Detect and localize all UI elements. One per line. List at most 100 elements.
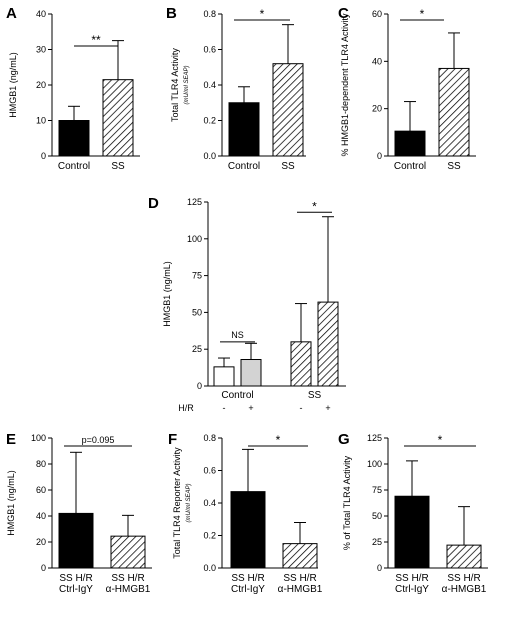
group-label: Control [221, 390, 253, 401]
y-tick-label: 20 [36, 537, 46, 547]
y-tick-label: 20 [372, 104, 382, 114]
y-axis-label: % HMGB1-dependent TLR4 Activity [340, 13, 350, 156]
panel-letter: G [338, 431, 350, 448]
bar [438, 67, 470, 157]
x-tick-label: Control [394, 161, 426, 172]
y-axis-label: HMGB1 (ng/mL) [8, 52, 18, 118]
y-tick-label: 0 [41, 563, 46, 573]
x-tick-label: SS H/R Ctrl-IgY [231, 573, 265, 595]
significance-label: p=0.095 [82, 435, 115, 445]
x-tick-label: Control [58, 161, 90, 172]
bar [282, 543, 318, 569]
bar [230, 491, 266, 569]
y-tick-label: 0.4 [203, 80, 216, 90]
y-tick-label: 50 [372, 511, 382, 521]
bar [394, 130, 426, 157]
bar [102, 79, 134, 157]
group-label: SS [308, 390, 322, 401]
y-tick-label: 0.0 [203, 563, 216, 573]
hr-sign: - [223, 403, 226, 413]
y-tick-label: 0.6 [203, 45, 216, 55]
y-tick-label: 30 [36, 45, 46, 55]
y-tick-label: 0.4 [203, 498, 216, 508]
y-axis-unit: (mU/ml SEAP) [186, 483, 192, 522]
y-tick-label: 75 [372, 485, 382, 495]
y-tick-label: 80 [36, 459, 46, 469]
chart-panel-e: E 0 20 40 60 80 100 HMGB1 (ng/mL) SS H/R Ctrl-IgY… [6, 431, 152, 595]
significance-label: ** [91, 33, 101, 47]
y-axis-unit: (mU/ml SEAP) [184, 65, 190, 104]
bar [272, 63, 304, 157]
y-axis-label: HMGB1 (ng/mL) [6, 470, 16, 536]
y-tick-label: 10 [36, 116, 46, 126]
hr-sign: + [248, 403, 253, 413]
bar [228, 102, 260, 157]
y-tick-label: 25 [192, 344, 202, 354]
chart-panel-f: F 0.0 0.2 0.4 0.6 0.8 Total TLR4 Reporter Acti… [168, 431, 323, 595]
y-tick-label: 100 [367, 459, 382, 469]
significance-label: * [420, 7, 425, 21]
y-tick-label: 40 [372, 56, 382, 66]
panel-letter: C [338, 5, 349, 22]
y-tick-label: 0 [377, 563, 382, 573]
significance-label: * [312, 199, 317, 213]
bar [290, 341, 312, 387]
y-axis-label: Total TLR4 Activity [170, 48, 180, 122]
hr-sign: + [325, 403, 330, 413]
y-axis-label: HMGB1 (ng/mL) [162, 261, 172, 327]
y-tick-label: 0.0 [203, 151, 216, 161]
y-tick-label: 0.8 [203, 433, 216, 443]
y-tick-label: 0.6 [203, 466, 216, 476]
y-tick-label: 0.8 [203, 9, 216, 19]
panel-letter: D [148, 195, 159, 212]
x-tick-label: Control [228, 161, 260, 172]
y-tick-label: 125 [187, 197, 202, 207]
x-tick-label: SS H/R α-HMGB1 [106, 573, 151, 595]
chart-panel-g: G 0 25 50 75 100 125 % of Total TLR4 Activity SS… [338, 431, 488, 595]
x-tick-label: SS [281, 161, 295, 172]
y-tick-label: 60 [36, 485, 46, 495]
y-tick-label: 20 [36, 80, 46, 90]
y-tick-label: 100 [187, 234, 202, 244]
bar [110, 535, 146, 569]
y-axis-label: Total TLR4 Reporter Activity [172, 447, 182, 559]
y-tick-label: 0 [377, 151, 382, 161]
x-tick-label: SS H/R α-HMGB1 [278, 573, 323, 595]
bar [446, 544, 482, 569]
x-tick-label: SS [111, 161, 125, 172]
y-tick-label: 0.2 [203, 531, 216, 541]
panel-letter: E [6, 431, 16, 448]
x-tick-label: SS H/R Ctrl-IgY [59, 573, 93, 595]
y-tick-label: 0.2 [203, 116, 216, 126]
y-tick-label: 40 [36, 511, 46, 521]
x-tick-label: SS [447, 161, 461, 172]
chart-panel-b: B 0.0 0.2 0.4 0.6 0.8 Total TLR4 Activity (mU/m… [166, 5, 306, 172]
y-tick-label: 75 [192, 271, 202, 281]
y-tick-label: 0 [197, 381, 202, 391]
ns-label: NS [231, 330, 244, 340]
hr-sign: - [300, 403, 303, 413]
x-tick-label: SS H/R Ctrl-IgY [395, 573, 429, 595]
y-tick-label: 40 [36, 9, 46, 19]
bar [58, 512, 94, 569]
y-tick-label: 60 [372, 9, 382, 19]
significance-label: * [260, 7, 265, 21]
bar [58, 120, 90, 157]
bar [240, 359, 262, 387]
y-tick-label: 0 [41, 151, 46, 161]
y-tick-label: 100 [31, 433, 46, 443]
chart-panel-c: C 0 20 40 60 % HMGB1-dependent TLR4 Activity C… [338, 5, 476, 172]
y-tick-label: 125 [367, 433, 382, 443]
x-tick-label: SS H/R α-HMGB1 [442, 573, 487, 595]
y-axis-label: % of Total TLR4 Activity [342, 455, 352, 550]
bar [394, 495, 430, 569]
significance-label: * [276, 433, 281, 447]
bar [213, 366, 235, 387]
hr-label: H/R [178, 403, 194, 413]
panel-letter: F [168, 431, 177, 448]
chart-panel-d: D 0 25 50 75 100 125 HMGB1 (ng/mL) Control SS H/R -… [148, 195, 346, 413]
bar [317, 301, 339, 387]
panel-letter: A [6, 5, 17, 22]
y-tick-label: 25 [372, 537, 382, 547]
